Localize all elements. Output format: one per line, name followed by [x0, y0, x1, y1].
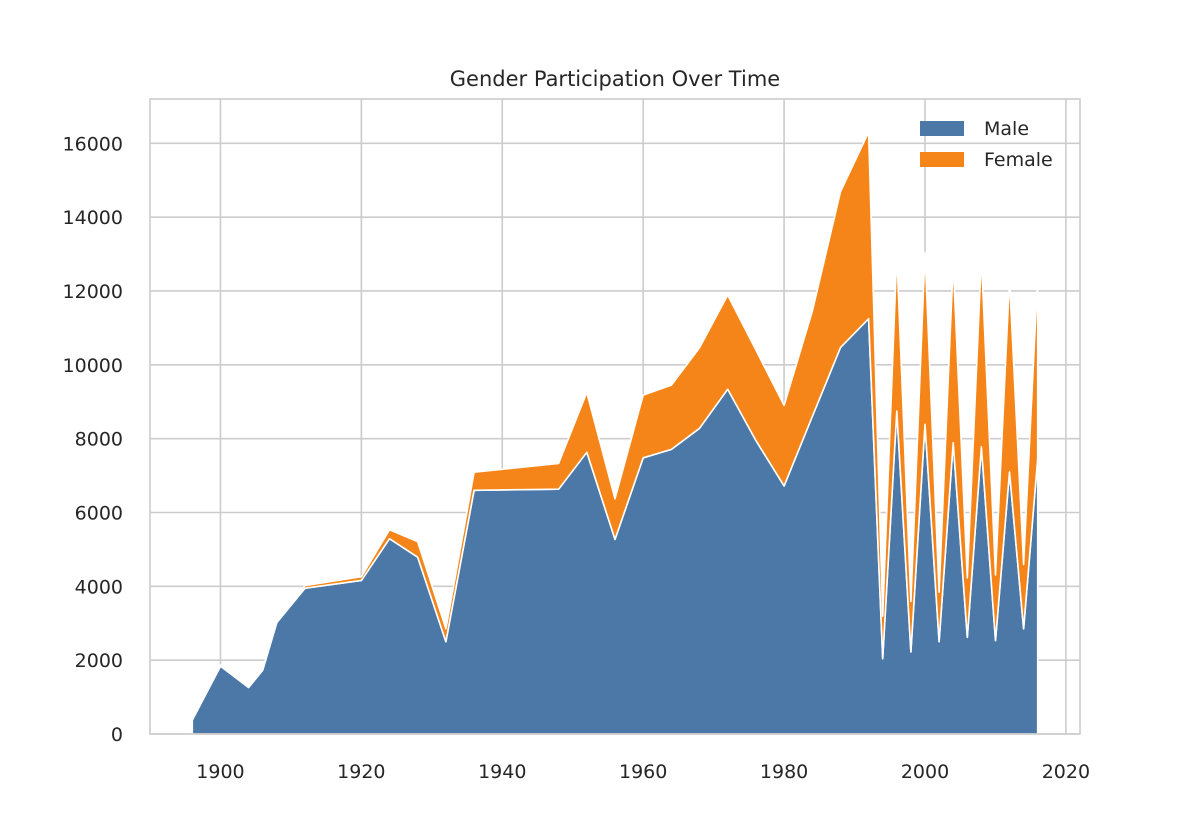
x-axis-tick-labels: 1900 1920 1940 1960 1980 2000 2020 — [196, 761, 1090, 783]
y-tick-label: 8000 — [75, 429, 123, 451]
chart-title: Gender Participation Over Time — [450, 67, 780, 91]
plot-frame — [149, 98, 1081, 735]
x-tick-label: 1900 — [196, 761, 244, 783]
y-tick-label: 14000 — [63, 207, 123, 229]
x-tick-label: 1980 — [760, 761, 808, 783]
y-tick-label: 2000 — [75, 650, 123, 672]
x-tick-label: 2000 — [901, 761, 949, 783]
y-tick-label: 10000 — [63, 355, 123, 377]
female-legend-label: Female — [984, 149, 1053, 171]
male-legend-label: Male — [984, 118, 1029, 140]
x-tick-label: 2020 — [1042, 761, 1090, 783]
y-tick-label: 12000 — [63, 281, 123, 303]
female-area — [191, 131, 1039, 721]
female-legend-swatch — [920, 152, 964, 167]
x-tick-label: 1960 — [619, 761, 667, 783]
male-legend-swatch — [920, 121, 964, 136]
x-tick-label: 1940 — [478, 761, 526, 783]
x-tick-label: 1920 — [337, 761, 385, 783]
legend: Male Female — [920, 118, 1053, 171]
y-tick-label: 0 — [111, 724, 123, 746]
y-tick-label: 16000 — [63, 133, 123, 155]
y-axis-tick-labels: 0 2000 4000 6000 8000 10000 12000 14000 16000 — [63, 133, 123, 746]
y-tick-label: 6000 — [75, 502, 123, 524]
y-tick-label: 4000 — [75, 576, 123, 598]
